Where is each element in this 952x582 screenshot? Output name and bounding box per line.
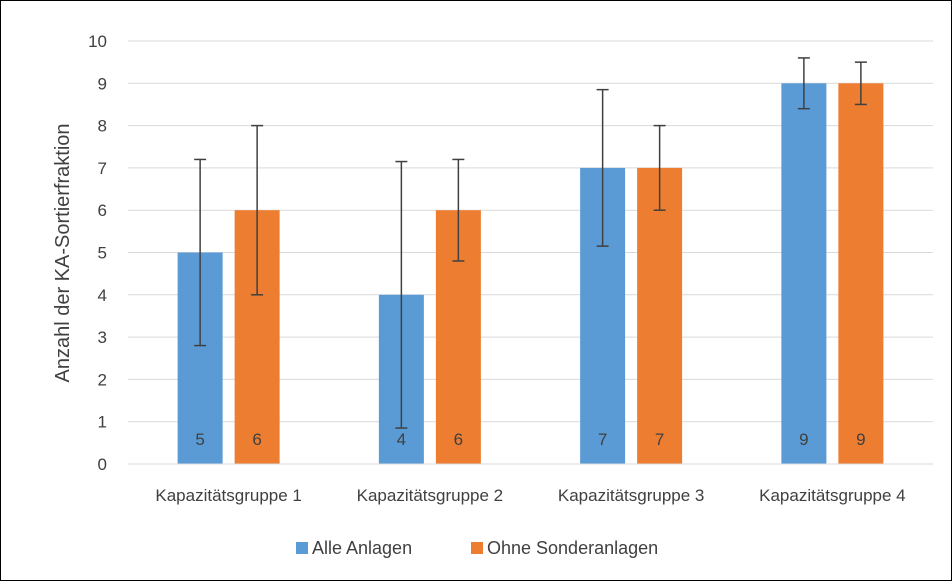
y-axis-label: Anzahl der KA-Sortierfraktion [52, 123, 74, 382]
y-tick-label: 7 [98, 159, 107, 178]
data-label: 5 [195, 430, 204, 449]
data-label: 4 [397, 430, 406, 449]
legend-label: Alle Anlagen [312, 538, 412, 558]
y-tick-label: 1 [98, 413, 107, 432]
x-category-label: Kapazitätsgruppe 2 [357, 486, 504, 505]
legend-swatch [471, 542, 483, 554]
data-label: 9 [799, 430, 808, 449]
y-tick-label: 3 [98, 328, 107, 347]
y-tick-label: 4 [98, 286, 107, 305]
error-bars [194, 57, 867, 429]
bars [177, 83, 884, 465]
x-axis-categories: Kapazitätsgruppe 1 Kapazitätsgruppe 2 Kapa… [155, 486, 905, 505]
y-tick-label: 10 [88, 32, 107, 51]
y-tick-label: 6 [98, 201, 107, 220]
y-tick-label: 2 [98, 370, 107, 389]
y-tick-label: 0 [98, 455, 107, 474]
data-label: 9 [856, 430, 865, 449]
data-label: 6 [252, 430, 261, 449]
data-label: 7 [598, 430, 607, 449]
bar [838, 83, 884, 465]
data-labels: 5 6 4 6 7 7 9 9 [195, 430, 865, 449]
y-tick-label: 9 [98, 74, 107, 93]
legend-swatch [296, 542, 308, 554]
x-category-label: Kapazitätsgruppe 4 [759, 486, 906, 505]
bar [781, 83, 827, 465]
legend-label: Ohne Sonderanlagen [487, 538, 658, 558]
bar [637, 167, 683, 464]
x-category-label: Kapazitätsgruppe 1 [155, 486, 302, 505]
legend: Alle Anlagen Ohne Sonderanlagen [296, 538, 658, 558]
y-tick-label: 5 [98, 244, 107, 263]
data-label: 7 [655, 430, 664, 449]
x-category-label: Kapazitätsgruppe 3 [558, 486, 705, 505]
y-tick-label: 8 [98, 117, 107, 136]
data-label: 6 [454, 430, 463, 449]
y-axis-ticks: 0 1 2 3 4 5 6 7 8 9 10 [88, 32, 107, 474]
